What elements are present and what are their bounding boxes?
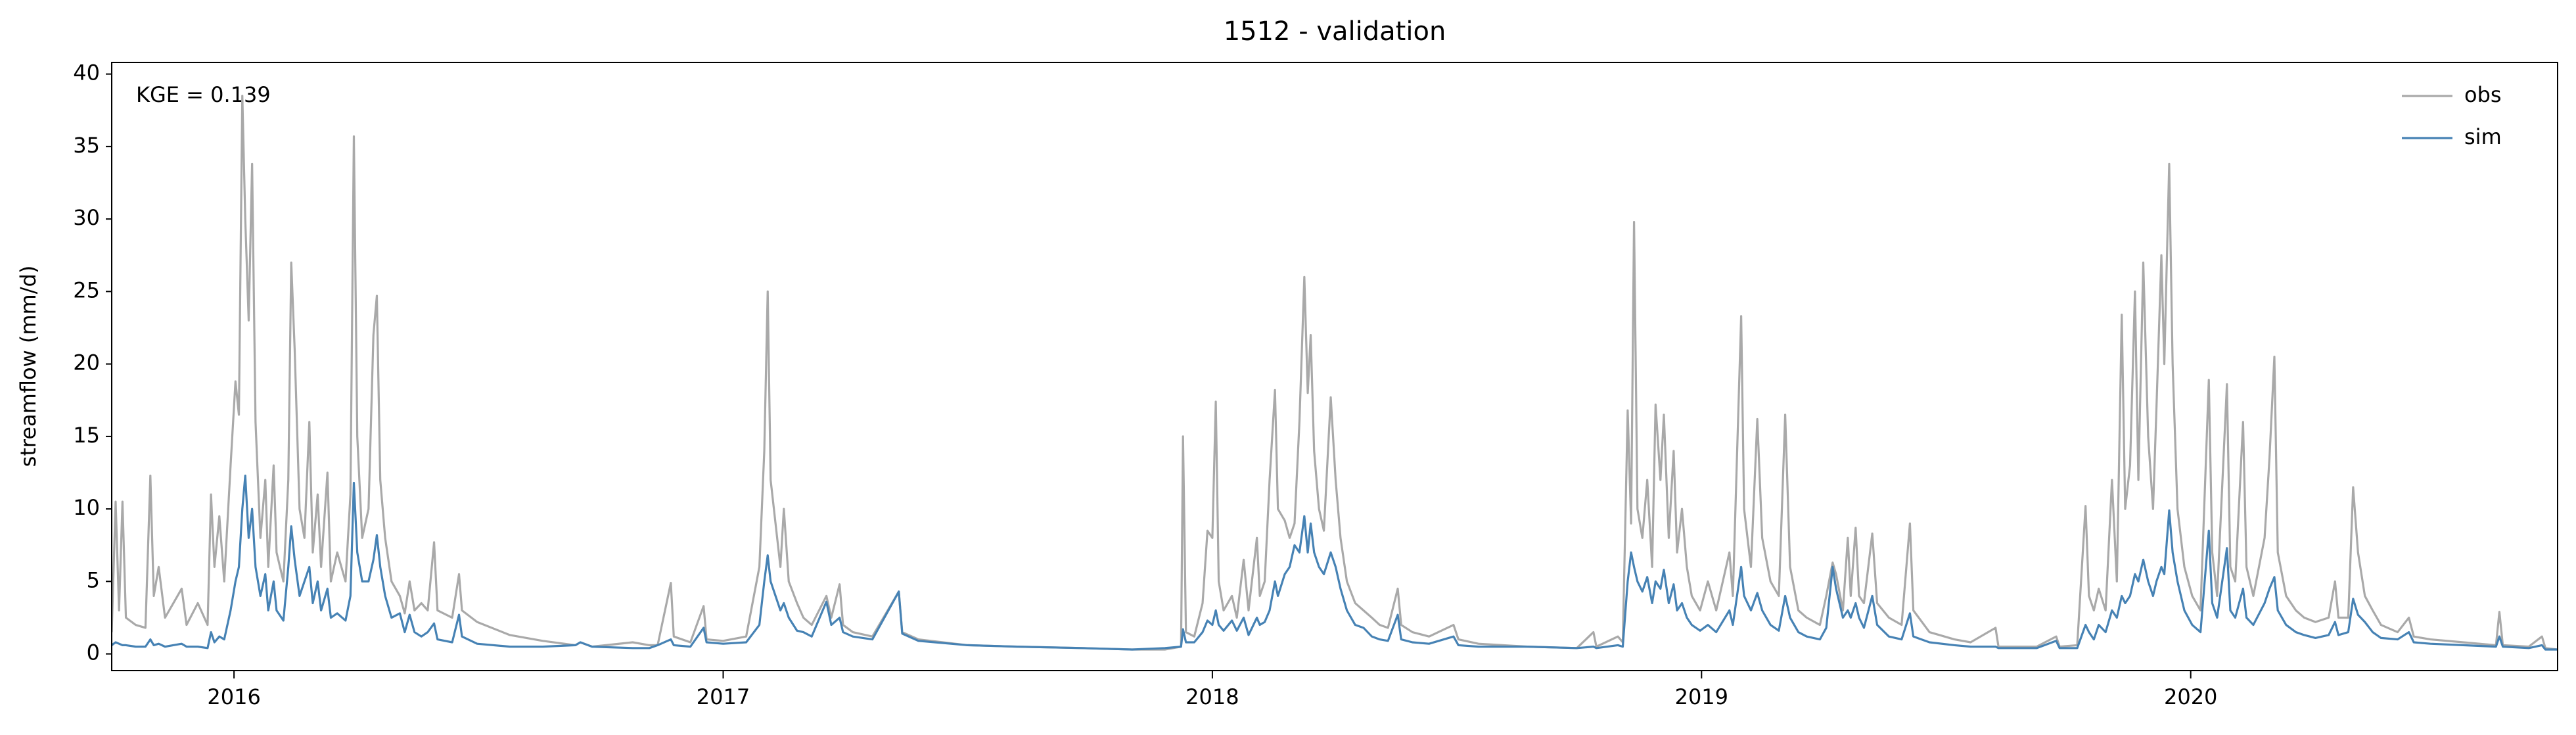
x-tick-label: 2019 [1675, 684, 1728, 709]
y-tick-label: 20 [73, 350, 100, 375]
legend-label: obs [2464, 82, 2502, 107]
y-tick-label: 5 [87, 567, 100, 592]
y-tick-label: 35 [73, 133, 100, 158]
y-tick-label: 0 [87, 640, 100, 665]
legend-label: sim [2464, 124, 2502, 149]
y-tick-label: 25 [73, 277, 100, 302]
series-line [112, 474, 2558, 651]
y-tick-label: 30 [73, 205, 100, 230]
x-tick-label: 2016 [207, 684, 260, 709]
y-tick-label: 15 [73, 423, 100, 448]
annotation: KGE = 0.139 [136, 82, 271, 107]
axes-frame [111, 62, 2558, 671]
chart-title: 1512 - validation [1224, 16, 1446, 47]
x-tick-label: 2017 [697, 684, 750, 709]
plot-area [112, 95, 2558, 651]
x-tick-label: 2018 [1185, 684, 1239, 709]
y-axis-label: streamflow (mm/d) [16, 266, 41, 467]
series-line [112, 95, 2558, 651]
y-tick-label: 40 [73, 60, 100, 85]
y-tick-label: 10 [73, 495, 100, 520]
x-tick-label: 2020 [2164, 684, 2217, 709]
